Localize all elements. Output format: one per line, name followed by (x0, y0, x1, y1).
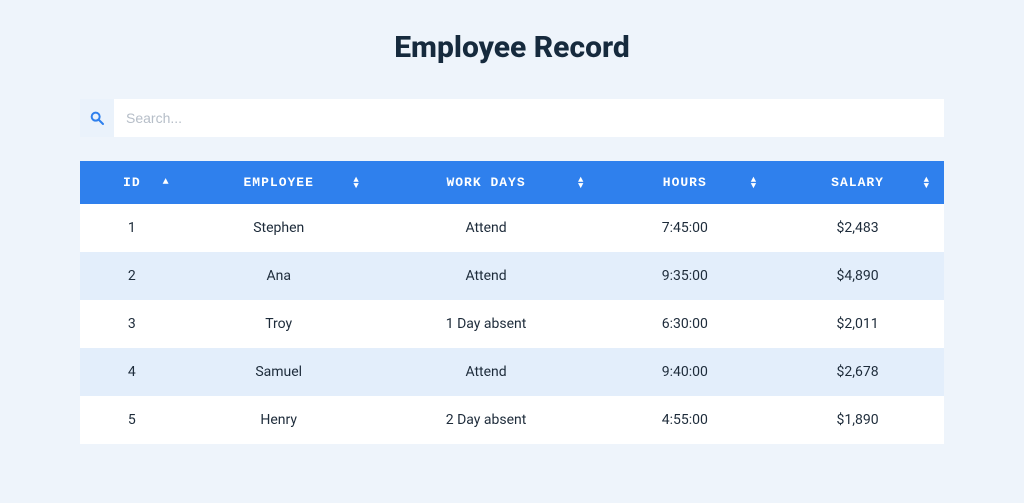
cell-salary: $1,890 (771, 396, 944, 444)
cell-hours: 6:30:00 (598, 300, 771, 348)
cell-workdays: Attend (374, 204, 599, 252)
sort-both-icon: ▲▼ (578, 177, 584, 189)
page-container: Employee Record ID ▲ EMPLOYEE ▲▼ WO (0, 0, 1024, 444)
cell-workdays: Attend (374, 252, 599, 300)
cell-salary: $2,483 (771, 204, 944, 252)
sort-asc-icon: ▲ (163, 180, 170, 186)
cell-hours: 9:40:00 (598, 348, 771, 396)
sort-both-icon: ▲▼ (924, 177, 930, 189)
column-header-employee[interactable]: EMPLOYEE ▲▼ (184, 161, 374, 204)
cell-salary: $2,011 (771, 300, 944, 348)
cell-salary: $2,678 (771, 348, 944, 396)
cell-hours: 9:35:00 (598, 252, 771, 300)
cell-id: 4 (80, 348, 184, 396)
table-header-row: ID ▲ EMPLOYEE ▲▼ WORK DAYS ▲▼ HOURS ▲▼ S… (80, 161, 944, 204)
table-row[interactable]: 1 Stephen Attend 7:45:00 $2,483 (80, 204, 944, 252)
cell-hours: 7:45:00 (598, 204, 771, 252)
column-header-salary[interactable]: SALARY ▲▼ (771, 161, 944, 204)
column-header-label: WORK DAYS (446, 175, 525, 190)
column-header-label: HOURS (663, 175, 707, 190)
cell-hours: 4:55:00 (598, 396, 771, 444)
cell-employee: Samuel (184, 348, 374, 396)
table-row[interactable]: 3 Troy 1 Day absent 6:30:00 $2,011 (80, 300, 944, 348)
cell-workdays: 1 Day absent (374, 300, 599, 348)
cell-id: 5 (80, 396, 184, 444)
column-header-workdays[interactable]: WORK DAYS ▲▼ (374, 161, 599, 204)
cell-salary: $4,890 (771, 252, 944, 300)
employee-table: ID ▲ EMPLOYEE ▲▼ WORK DAYS ▲▼ HOURS ▲▼ S… (80, 161, 944, 444)
cell-employee: Ana (184, 252, 374, 300)
search-input[interactable] (114, 99, 944, 137)
table-row[interactable]: 5 Henry 2 Day absent 4:55:00 $1,890 (80, 396, 944, 444)
page-title: Employee Record (80, 30, 944, 65)
sort-both-icon: ▲▼ (353, 177, 359, 189)
cell-id: 1 (80, 204, 184, 252)
cell-workdays: Attend (374, 348, 599, 396)
cell-workdays: 2 Day absent (374, 396, 599, 444)
column-header-label: SALARY (831, 175, 884, 190)
sort-both-icon: ▲▼ (751, 177, 757, 189)
column-header-label: ID (123, 175, 141, 190)
cell-id: 3 (80, 300, 184, 348)
cell-employee: Stephen (184, 204, 374, 252)
column-header-id[interactable]: ID ▲ (80, 161, 184, 204)
table-row[interactable]: 4 Samuel Attend 9:40:00 $2,678 (80, 348, 944, 396)
search-bar (80, 99, 944, 137)
search-icon[interactable] (80, 99, 114, 137)
column-header-hours[interactable]: HOURS ▲▼ (598, 161, 771, 204)
column-header-label: EMPLOYEE (244, 175, 314, 190)
table-row[interactable]: 2 Ana Attend 9:35:00 $4,890 (80, 252, 944, 300)
cell-employee: Henry (184, 396, 374, 444)
cell-id: 2 (80, 252, 184, 300)
cell-employee: Troy (184, 300, 374, 348)
